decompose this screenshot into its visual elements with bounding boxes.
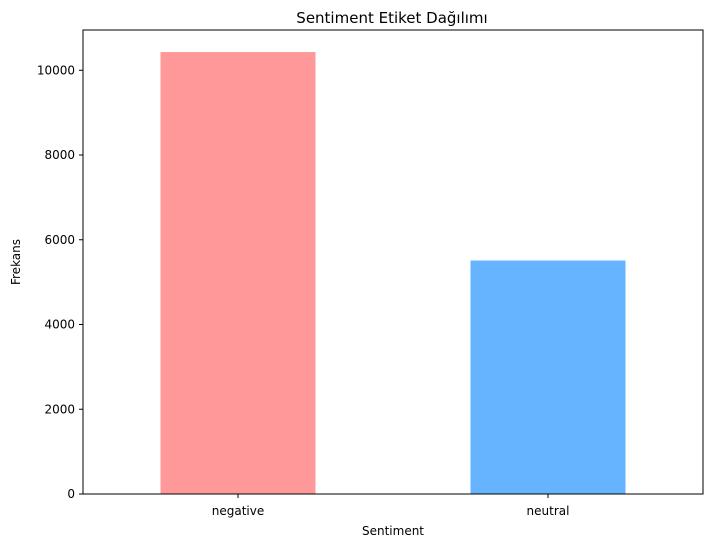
y-tick-label: 8000 [44,148,75,162]
x-axis: negative neutral [212,494,570,518]
chart-title: Sentiment Etiket Dağılımı [296,9,487,27]
y-tick-label: 10000 [37,63,75,77]
y-tick-label: 0 [67,487,75,501]
y-tick-label: 6000 [44,233,75,247]
y-tick-label: 4000 [44,318,75,332]
bars-group [160,52,626,495]
bar-negative [160,52,316,495]
bar-neutral [470,260,626,494]
y-tick-label: 2000 [44,402,75,416]
plot-frame [82,29,704,495]
y-axis: 0 2000 4000 6000 8000 10000 [37,63,83,501]
x-tick-label-negative: negative [212,504,264,518]
x-tick-label-neutral: neutral [527,504,570,518]
y-axis-label: Frekans [9,239,23,285]
x-axis-label: Sentiment [362,524,424,538]
